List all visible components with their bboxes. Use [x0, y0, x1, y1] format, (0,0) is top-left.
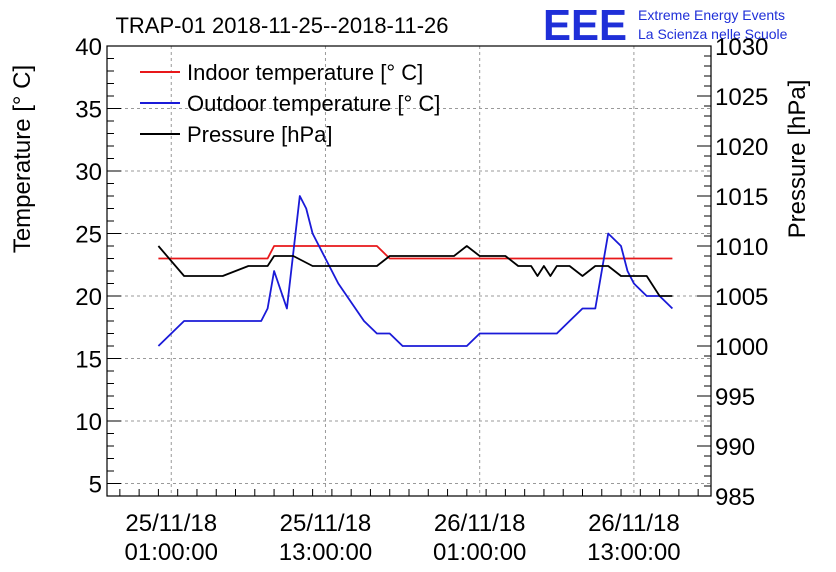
y-tick-label: 35	[75, 97, 102, 124]
series-outdoor-temperature	[157, 195, 674, 347]
plot-frame	[106, 45, 712, 497]
y-tick-label: 5	[89, 472, 102, 499]
y2-axis-label: Pressure [hPa]	[784, 80, 811, 239]
legend-label-indoor: Indoor temperature [° C]	[187, 60, 423, 85]
y-tick-label: 30	[75, 159, 102, 186]
x-tick-label-date: 26/11/18	[588, 510, 680, 537]
axis-ticks	[107, 45, 711, 497]
y2-tick-label: 1025	[715, 84, 768, 111]
y2-tick-label: 985	[715, 484, 755, 511]
y2-tick-label: 1000	[715, 334, 768, 361]
series-lines	[157, 195, 674, 347]
y-axis-label: Temperature [° C]	[9, 65, 36, 253]
logo-line2: La Scienza nelle Scuole	[638, 26, 788, 42]
x-tick-label-date: 25/11/18	[125, 510, 217, 537]
x-tick-label-time: 13:00:00	[587, 539, 680, 566]
y-tick-label: 20	[75, 284, 102, 311]
y2-tick-label: 1015	[715, 184, 768, 211]
legend-label-pressure: Pressure [hPa]	[187, 122, 333, 147]
series-indoor-temperature	[158, 245, 673, 260]
chart-title: TRAP-01 2018-11-25--2018-11-26	[115, 13, 448, 38]
legend: Indoor temperature [° C] Outdoor tempera…	[140, 60, 440, 147]
y2-tick-label: 995	[715, 384, 755, 411]
logo-mark: EEE	[543, 1, 627, 50]
y-tick-label: 10	[75, 409, 102, 436]
x-tick-label-time: 01:00:00	[433, 539, 526, 566]
y-tick-label: 40	[75, 34, 102, 61]
x-tick-label-date: 26/11/18	[434, 510, 526, 537]
y2-tick-label: 1020	[715, 134, 768, 161]
x-tick-label-time: 13:00:00	[279, 539, 372, 566]
eee-logo: EEE Extreme Energy Events La Scienza nel…	[543, 1, 788, 50]
x-tick-label-time: 01:00:00	[125, 539, 218, 566]
series-pressure	[157, 245, 673, 297]
legend-label-outdoor: Outdoor temperature [° C]	[187, 91, 440, 116]
y2-tick-label: 1005	[715, 284, 768, 311]
tick-labels: 5101520253035409859909951000100510101015…	[75, 34, 768, 566]
y-tick-label: 25	[75, 222, 102, 249]
x-tick-label-date: 25/11/18	[280, 510, 372, 537]
y2-tick-label: 990	[715, 434, 755, 461]
y2-tick-label: 1010	[715, 234, 768, 261]
y2-tick-label: 1030	[715, 34, 768, 61]
y-tick-label: 15	[75, 347, 102, 374]
logo-line1: Extreme Energy Events	[638, 7, 785, 23]
